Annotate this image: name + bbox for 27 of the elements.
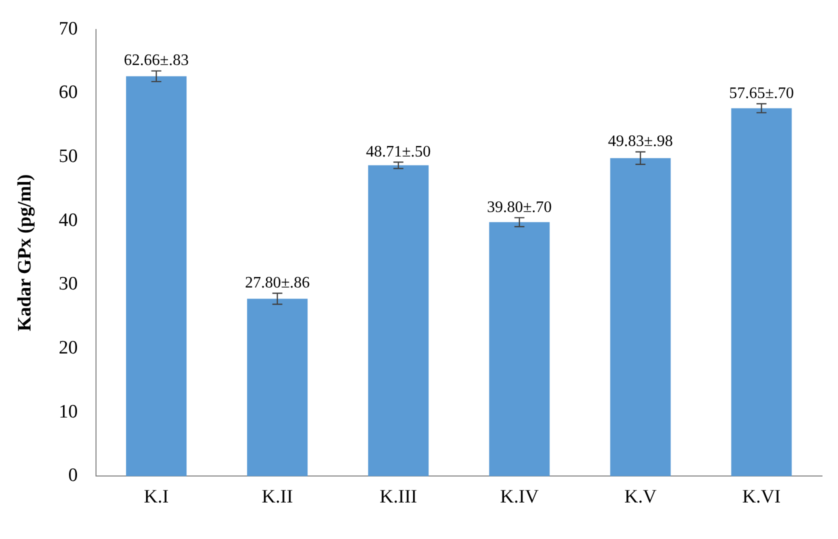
x-tick-label: K.I <box>144 486 169 508</box>
data-label: 62.66±.83 <box>124 52 189 70</box>
y-tick-label: 20 <box>58 338 78 359</box>
y-tick-label: 10 <box>58 401 78 422</box>
bar <box>247 298 308 476</box>
bar <box>368 165 429 476</box>
x-tick-label: K.VI <box>742 486 781 508</box>
x-tick-label: K.III <box>380 486 418 508</box>
bar <box>610 158 671 476</box>
x-tick-label: K.II <box>262 486 293 508</box>
bar <box>126 76 187 476</box>
data-label: 57.65±.70 <box>729 84 794 102</box>
y-tick-label: 50 <box>58 146 78 168</box>
bar <box>731 108 792 476</box>
y-tick-label: 70 <box>58 18 78 40</box>
x-tick-label: K.IV <box>500 486 539 508</box>
data-label: 48.71±.50 <box>366 143 431 160</box>
y-tick-label: 40 <box>58 210 78 231</box>
y-tick-label: 60 <box>58 82 78 104</box>
data-label: 49.83±.98 <box>608 133 673 150</box>
data-label: 39.80±.70 <box>487 198 552 216</box>
y-tick-label: 0 <box>68 465 78 486</box>
data-label: 27.80±.86 <box>244 274 310 292</box>
x-tick-label: K.V <box>624 486 657 508</box>
bar <box>489 222 550 476</box>
y-axis-title: Kadar GPx (pg/ml) <box>14 174 36 332</box>
y-tick-label: 30 <box>58 274 78 295</box>
